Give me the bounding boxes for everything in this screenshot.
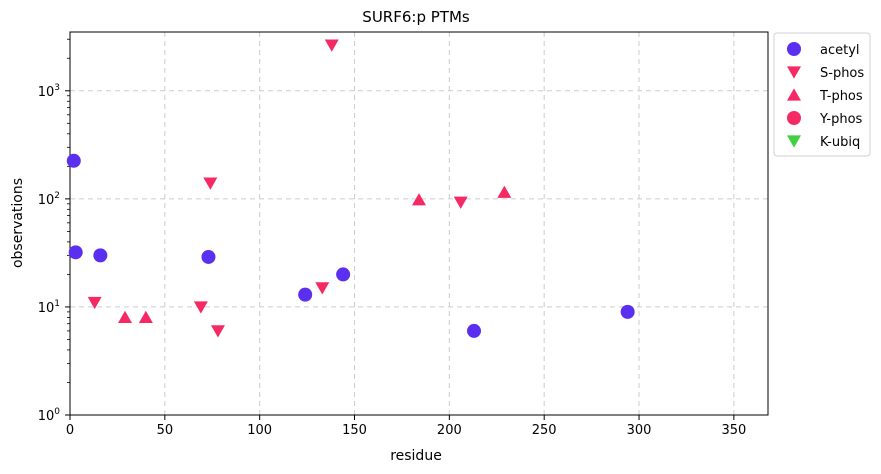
acetyl-point <box>66 153 81 168</box>
y-tick-label: 100 <box>38 407 61 424</box>
x-axis-label: residue <box>390 448 442 464</box>
acetyl-point <box>336 267 351 282</box>
acetyl-point <box>467 323 482 338</box>
legend-label-t-phos: T-phos <box>819 89 863 104</box>
s-phos-point <box>193 301 208 314</box>
chart-title: SURF6:p PTMs <box>362 8 470 26</box>
x-tick-label: 200 <box>437 423 462 438</box>
x-tick-label: 50 <box>157 423 174 438</box>
acetyl-point <box>201 249 216 264</box>
y-tick-label: 102 <box>38 191 60 208</box>
legend: acetyl S-phos T-phos Y-phos K-ubiq <box>773 32 871 157</box>
x-tick-label: 0 <box>66 423 74 438</box>
acetyl-point <box>298 287 313 302</box>
legend-marker-k-ubiq <box>787 135 801 148</box>
legend-label-y-phos: Y-phos <box>819 112 863 127</box>
s-phos-point <box>453 196 468 209</box>
legend-marker-s-phos <box>787 66 801 79</box>
legend-label-s-phos: S-phos <box>820 66 864 81</box>
s-phos-point <box>315 282 330 295</box>
s-phos-point <box>324 39 339 52</box>
s-phos-point <box>210 325 225 338</box>
acetyl-point <box>68 245 83 260</box>
acetyl-point <box>620 304 635 319</box>
grid <box>70 32 768 415</box>
s-phos-point <box>87 296 102 310</box>
t-phos-point <box>497 185 512 198</box>
t-phos-point <box>138 310 153 324</box>
y-axis-label: observations <box>10 178 26 268</box>
y-tick-label: 101 <box>38 299 60 316</box>
acetyl-point <box>93 248 108 263</box>
x-tick-label: 100 <box>247 423 272 438</box>
legend-label-k-ubiq: K-ubiq <box>820 135 860 150</box>
x-tick-label: 350 <box>721 423 746 438</box>
data-points <box>66 39 635 338</box>
x-tick-label: 150 <box>342 423 367 438</box>
plot-frame <box>69 31 769 416</box>
legend-marker-t-phos <box>787 88 801 101</box>
t-phos-point <box>118 310 133 324</box>
legend-label-acetyl: acetyl <box>820 43 860 58</box>
legend-marker-acetyl <box>787 42 801 56</box>
s-phos-point <box>203 177 218 190</box>
y-tick-label: 103 <box>38 83 60 100</box>
t-phos-point <box>412 193 426 206</box>
x-tick-label: 250 <box>532 423 557 438</box>
legend-marker-y-phos <box>787 111 801 125</box>
x-tick-label: 300 <box>627 423 652 438</box>
axes: 0 50 100 150 200 250 300 350 100 101 102 103 <box>38 31 769 438</box>
legend-box <box>773 32 871 157</box>
